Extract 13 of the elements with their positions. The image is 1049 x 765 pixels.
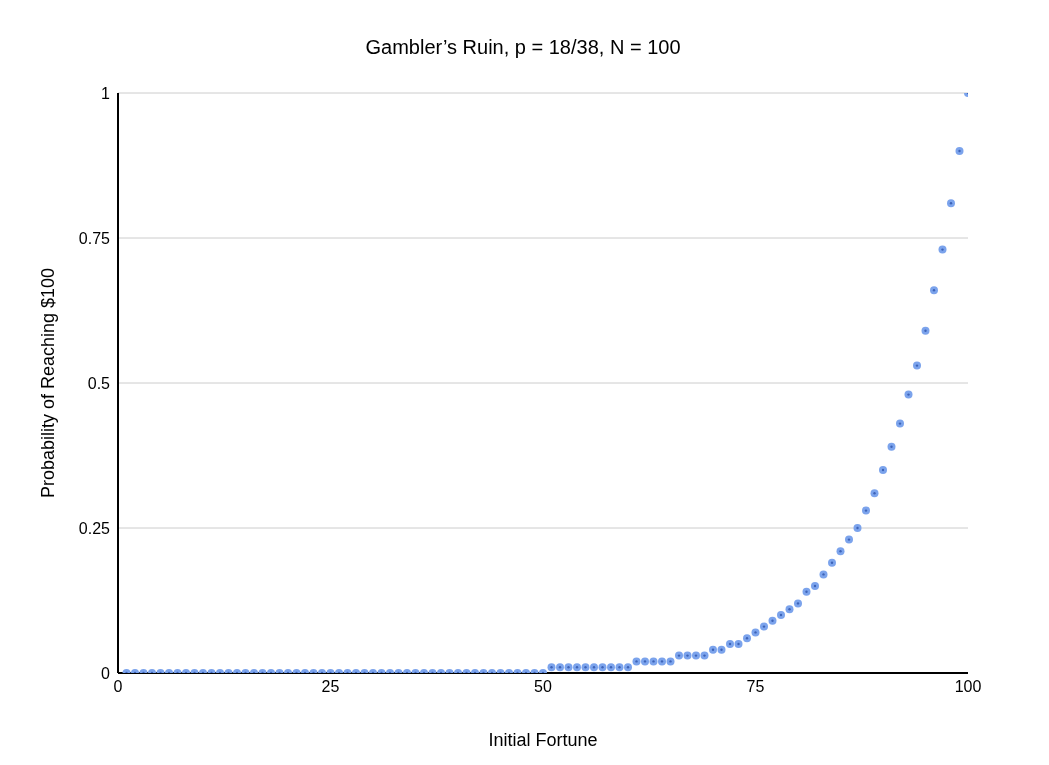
x-tick-label: 25 bbox=[321, 678, 340, 696]
x-tick-label: 0 bbox=[113, 678, 123, 696]
x-tick-label: 75 bbox=[746, 678, 765, 696]
y-tick-label: 0.75 bbox=[78, 229, 111, 247]
y-axis-title: Probability of Reaching $100 bbox=[38, 267, 59, 499]
y-tick-label: 0 bbox=[101, 664, 111, 682]
x-tick-label: 100 bbox=[954, 678, 982, 696]
x-axis-title: Initial Fortune bbox=[488, 729, 598, 750]
y-tick-label: 0.5 bbox=[87, 374, 111, 392]
y-tick-label: 0.25 bbox=[78, 519, 111, 537]
x-tick-label: 50 bbox=[534, 678, 552, 696]
chart-title: Gambler’s Ruin, p = 18/38, N = 100 bbox=[364, 35, 682, 60]
y-tick-label: 1 bbox=[101, 84, 111, 102]
